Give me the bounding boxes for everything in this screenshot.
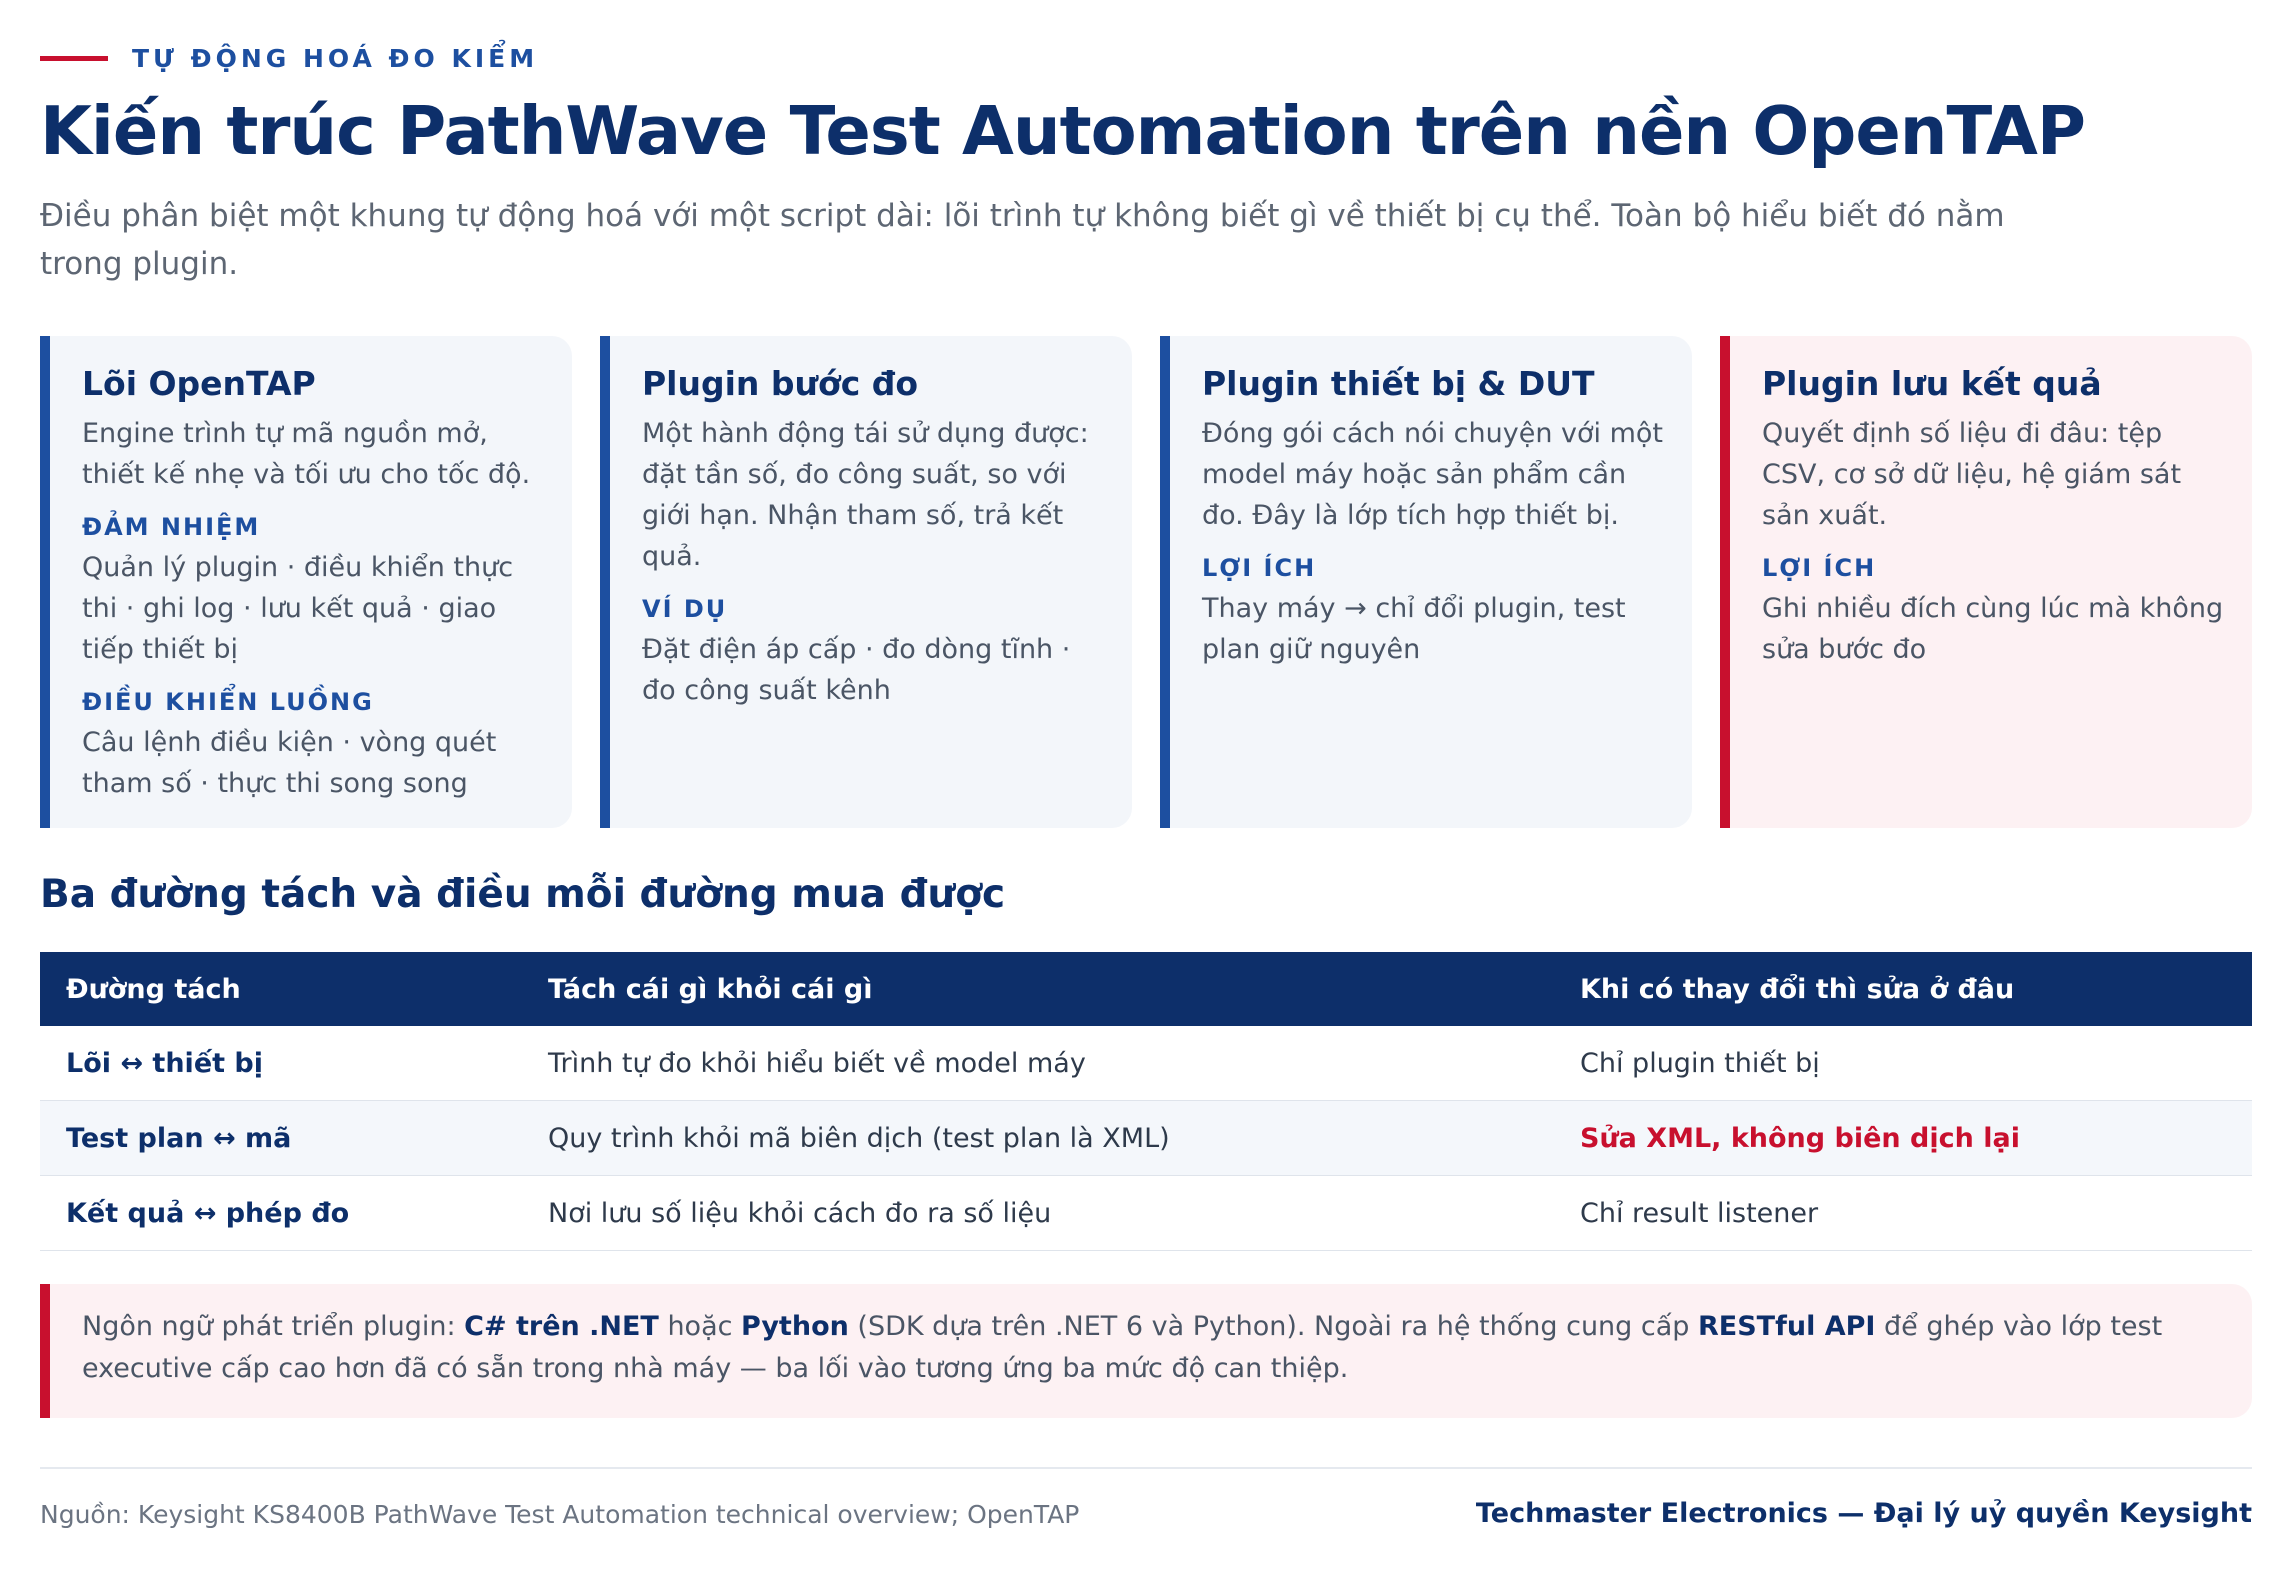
table-cell: Trình tự đo khỏi hiểu biết về model máy <box>522 1026 1554 1101</box>
eyebrow: TỰ ĐỘNG HOÁ ĐO KIỂM <box>40 44 538 73</box>
card-title: Lõi OpenTAP <box>82 364 316 403</box>
component-cards: Lõi OpenTAP Engine trình tự mã nguồn mở,… <box>40 336 2252 828</box>
column-header: Đường tách <box>40 952 522 1026</box>
table-cell-highlight: Sửa XML, không biên dịch lại <box>1554 1100 2252 1176</box>
card-section-text: Đặt điện áp cấp · đo dòng tĩnh · đo công… <box>642 634 1071 706</box>
card-body: Một hành động tái sử dụng được: đặt tần … <box>642 418 1089 572</box>
card-section-text: Thay máy → chỉ đổi plugin, test plan giữ… <box>1202 593 1626 665</box>
source-citation: Nguồn: Keysight KS8400B PathWave Test Au… <box>40 1500 1080 1529</box>
card-section-text: Quản lý plugin · điều khiển thực thi · g… <box>82 552 514 665</box>
table-cell: Lõi ↔ thiết bị <box>40 1026 522 1101</box>
table-header-row: Đường tách Tách cái gì khỏi cái gì Khi c… <box>40 952 2252 1026</box>
card-title: Plugin bước đo <box>642 364 919 403</box>
card-title: Plugin lưu kết quả <box>1762 364 2102 403</box>
table-cell: Nơi lưu số liệu khỏi cách đo ra số liệu <box>522 1175 1554 1251</box>
card-section-label: ĐIỀU KHIỂN LUỒNG <box>82 688 374 716</box>
note-text: Ngôn ngữ phát triển plugin: <box>82 1311 465 1342</box>
eyebrow-text: TỰ ĐỘNG HOÁ ĐO KIỂM <box>132 44 539 73</box>
column-header: Khi có thay đổi thì sửa ở đâu <box>1554 952 2252 1026</box>
table-cell: Quy trình khỏi mã biên dịch (test plan l… <box>522 1100 1554 1176</box>
card-title: Plugin thiết bị & DUT <box>1202 364 1595 403</box>
card-section-text: Câu lệnh điều kiện · vòng quét tham số ·… <box>82 727 497 799</box>
card-core: Lõi OpenTAP Engine trình tự mã nguồn mở,… <box>40 336 572 828</box>
table-row: Kết quả ↔ phép đo Nơi lưu số liệu khỏi c… <box>40 1175 2252 1251</box>
table-row: Lõi ↔ thiết bị Trình tự đo khỏi hiểu biế… <box>40 1026 2252 1101</box>
card-instrument-plugin: Plugin thiết bị & DUT Đóng gói cách nói … <box>1160 336 1692 828</box>
table-cell: Test plan ↔ mã <box>40 1100 522 1176</box>
note-text: hoặc <box>658 1311 742 1342</box>
table-row: Test plan ↔ mã Quy trình khỏi mã biên dị… <box>40 1100 2252 1176</box>
card-section-label: LỢI ÍCH <box>1202 554 1317 582</box>
section-title: Ba đường tách và điều mỗi đường mua được <box>40 872 1006 917</box>
note-text: để ghép vào lớp test executive cấp cao h… <box>82 1311 2163 1384</box>
plugin-language-note: Ngôn ngữ phát triển plugin: C# trên .NET… <box>40 1284 2252 1418</box>
card-section-label: LỢI ÍCH <box>1762 554 1877 582</box>
page-subtitle: Điều phân biệt một khung tự động hoá với… <box>40 198 2005 282</box>
separation-table: Đường tách Tách cái gì khỏi cái gì Khi c… <box>40 952 2252 1251</box>
note-emphasis: RESTful API <box>1698 1311 1876 1342</box>
card-body: Quyết định số liệu đi đâu: tệp CSV, cơ s… <box>1762 418 2182 531</box>
eyebrow-rule <box>40 56 108 61</box>
table-cell: Chỉ plugin thiết bị <box>1554 1026 2252 1101</box>
table-cell: Chỉ result listener <box>1554 1175 2252 1251</box>
card-body: Engine trình tự mã nguồn mở, thiết kế nh… <box>82 418 531 490</box>
card-body: Đóng gói cách nói chuyện với một model m… <box>1202 418 1664 531</box>
card-section-label: ĐẢM NHIỆM <box>82 513 261 541</box>
note-emphasis: Python <box>741 1311 849 1342</box>
column-header: Tách cái gì khỏi cái gì <box>522 952 1554 1026</box>
card-result-listener-plugin: Plugin lưu kết quả Quyết định số liệu đi… <box>1720 336 2252 828</box>
card-section-text: Ghi nhiều đích cùng lúc mà không sửa bướ… <box>1762 593 2224 665</box>
card-test-step-plugin: Plugin bước đo Một hành động tái sử dụng… <box>600 336 1132 828</box>
brand-credit: Techmaster Electronics — Đại lý uỷ quyền… <box>1475 1498 2252 1529</box>
table-cell: Kết quả ↔ phép đo <box>40 1175 522 1251</box>
footer-divider <box>40 1467 2252 1469</box>
note-emphasis: C# trên .NET <box>464 1311 659 1342</box>
card-section-label: VÍ DỤ <box>642 595 728 623</box>
note-text: (SDK dựa trên .NET 6 và Python). Ngoài r… <box>848 1311 1698 1342</box>
page-title: Kiến trúc PathWave Test Automation trên … <box>40 92 2086 170</box>
